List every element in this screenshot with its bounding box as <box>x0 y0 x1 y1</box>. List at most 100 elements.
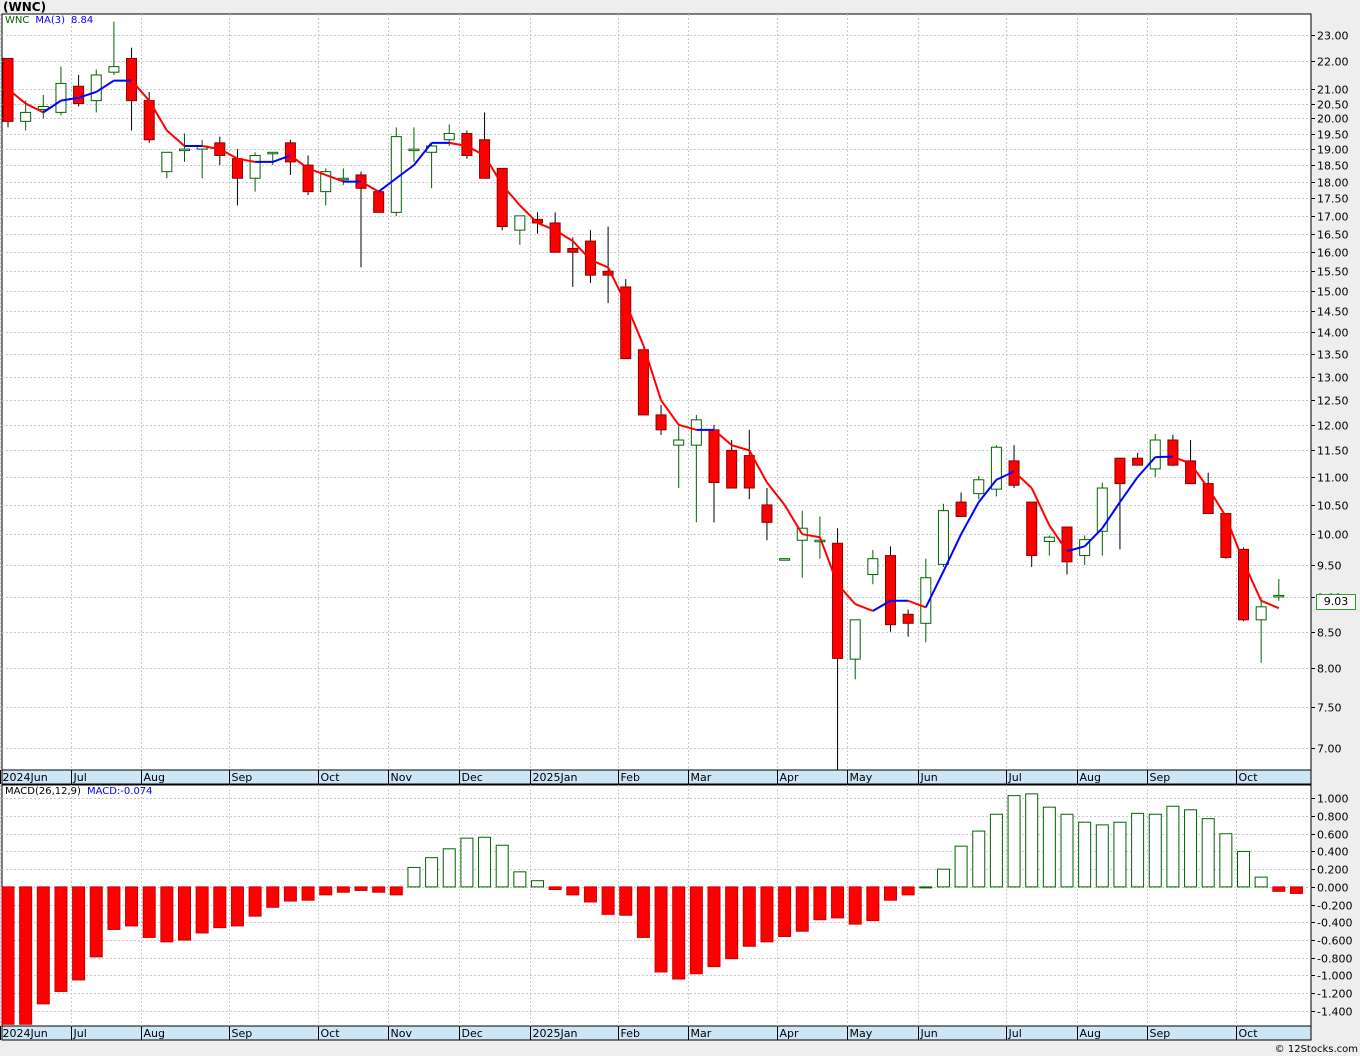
candle-body <box>708 429 720 484</box>
macd-bar <box>1219 833 1233 888</box>
macd-x-tick-label: Oct <box>1239 1027 1259 1040</box>
price-x-tick-label: Sep <box>1150 771 1171 784</box>
macd-bar <box>1254 876 1268 888</box>
price-y-tick-label: 12.00 <box>1317 420 1349 433</box>
ma-line-segment <box>995 470 1015 481</box>
macd-bar <box>725 886 739 960</box>
price-y-tick-label: 8.50 <box>1317 627 1342 640</box>
price-y-tick-label: 11.00 <box>1317 472 1349 485</box>
macd-bar <box>989 813 1003 888</box>
candle-body <box>1043 536 1055 542</box>
macd-bar <box>89 886 103 958</box>
macd-bar <box>213 886 227 929</box>
candle-body <box>108 66 120 73</box>
macd-bar <box>654 886 668 973</box>
candle-body <box>655 414 667 431</box>
ma-line-segment <box>148 100 168 131</box>
price-y-tick-label: 18.50 <box>1317 160 1349 173</box>
chart-title: (WNC) <box>3 0 47 14</box>
candle-body <box>126 57 138 102</box>
macd-bar <box>813 886 827 921</box>
macd-bar <box>354 886 368 891</box>
macd-bar <box>972 830 986 888</box>
candle-body <box>1026 501 1038 557</box>
ma-line-segment <box>483 154 504 186</box>
candle-body <box>620 286 632 360</box>
price-plot-area <box>1 13 1312 771</box>
candle-body <box>55 82 67 113</box>
candle-body <box>320 171 332 193</box>
ma-line-segment <box>977 479 998 503</box>
ma-line-segment <box>731 444 750 452</box>
candle-body <box>920 577 932 624</box>
ma-line-segment <box>1048 524 1068 552</box>
ma-line-segment <box>519 204 539 224</box>
macd-bar <box>319 886 333 896</box>
ma-line-segment <box>1224 516 1245 563</box>
price-y-tick-label: 18.00 <box>1317 177 1349 190</box>
ma-line-segment <box>130 79 150 102</box>
price-y-tick-label: 16.50 <box>1317 229 1349 242</box>
macd-y-tick-label: -0.600 <box>1317 935 1352 948</box>
price-x-tick-label: Oct <box>321 771 341 784</box>
macd-y-tick-label: 0.000 <box>1317 882 1349 895</box>
price-y-tick-label: 11.50 <box>1317 445 1349 458</box>
ma-line-segment <box>554 229 574 242</box>
macd-x-tick-label: Mar <box>691 1027 712 1040</box>
macd-bar <box>1289 886 1303 894</box>
ma-line-segment <box>537 222 556 232</box>
macd-bar <box>460 837 474 888</box>
ma-line-segment <box>678 423 697 431</box>
macd-y-tick-label: 0.800 <box>1317 811 1349 824</box>
macd-bar <box>778 886 792 938</box>
ma-line-segment <box>1101 501 1121 529</box>
macd-bar <box>142 886 156 938</box>
price-y-tick-label: 20.00 <box>1317 113 1349 126</box>
macd-bar <box>389 886 403 896</box>
ma-line-segment <box>748 449 768 483</box>
ma-line-segment <box>466 145 486 157</box>
macd-bar <box>954 845 968 888</box>
ma-line-segment <box>924 570 945 608</box>
price-y-tick-label: 13.00 <box>1317 372 1349 385</box>
macd-bar <box>831 886 845 919</box>
ma-line-segment <box>1260 599 1280 610</box>
macd-bar <box>884 886 897 901</box>
price-x-tick-label: Oct <box>1239 771 1259 784</box>
candle-body <box>973 479 985 495</box>
price-y-tick-label: 7.00 <box>1317 743 1342 756</box>
candle-body <box>1202 483 1214 515</box>
ma-line-segment <box>1172 455 1191 465</box>
macd-bar <box>1272 886 1286 892</box>
macd-bar <box>1166 805 1180 888</box>
ma-line-segment <box>1207 487 1227 517</box>
price-x-tick-label: Nov <box>391 771 413 784</box>
macd-y-tick-label: -1.200 <box>1317 988 1352 1001</box>
macd-bar <box>336 886 350 893</box>
macd-bar <box>1078 821 1092 888</box>
macd-bar <box>531 880 544 888</box>
macd-bar <box>107 886 121 930</box>
ma-line-segment <box>1030 487 1051 526</box>
ma-line-segment <box>219 148 238 160</box>
ma-line-segment <box>1066 545 1085 553</box>
macd-bar <box>619 886 633 916</box>
ma-line-segment <box>783 504 804 535</box>
ma-line-segment <box>960 501 980 535</box>
macd-bar <box>266 886 280 908</box>
macd-bar <box>495 844 509 888</box>
macd-bar <box>407 866 421 888</box>
ma-line-segment <box>7 88 27 105</box>
last-price-tag: 9.03 <box>1316 594 1356 610</box>
candle-body <box>849 619 861 660</box>
price-y-tick-label: 9.50 <box>1317 560 1342 573</box>
candle-body <box>690 419 702 446</box>
macd-x-tick-label: 2025Jan <box>533 1027 578 1040</box>
candle-body <box>761 504 773 523</box>
macd-bar <box>1201 818 1215 888</box>
price-y-tick-label: 15.50 <box>1317 266 1349 279</box>
macd-bar <box>195 886 209 934</box>
ma-line-segment <box>360 180 380 193</box>
ma-line-segment <box>95 79 115 93</box>
price-y-tick-label: 22.00 <box>1317 56 1349 69</box>
